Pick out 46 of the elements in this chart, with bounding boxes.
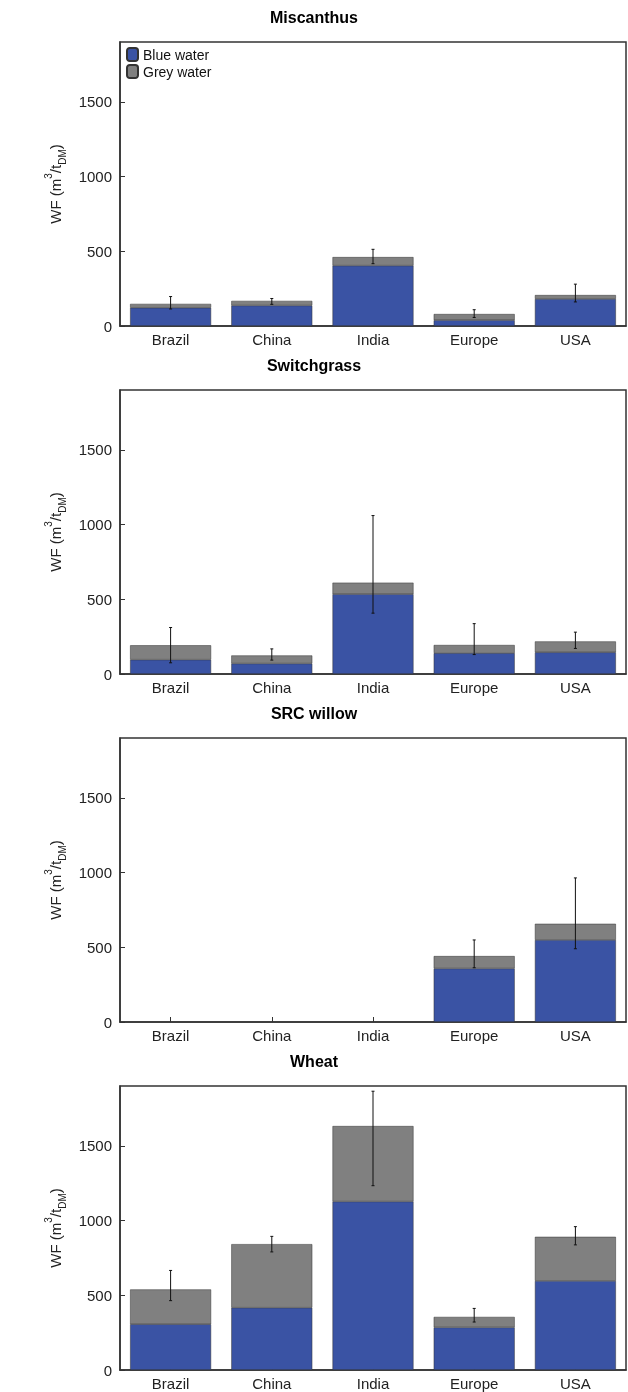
- x-tick-label: India: [356, 331, 390, 348]
- y-axis-title: WF (m3/tDM): [43, 144, 69, 224]
- x-tick-label: USA: [559, 331, 591, 348]
- chart-title: Miscanthus: [269, 8, 359, 26]
- y-axis-title: WF (m3/tDM): [43, 840, 69, 920]
- y-tick-label: 500: [86, 1286, 112, 1304]
- legend-label: Grey water: [143, 63, 212, 80]
- x-tick-label: India: [356, 679, 390, 696]
- x-tick-label: China: [252, 1375, 293, 1392]
- y-tick-label: 1000: [78, 516, 112, 534]
- x-tick-label: Europe: [450, 331, 499, 348]
- chart-title: Wheat: [290, 1052, 339, 1070]
- y-tick-label: 0: [103, 665, 112, 683]
- y-tick-label: 500: [86, 590, 112, 608]
- x-tick-label: USA: [559, 679, 591, 696]
- y-tick-label: 0: [103, 1013, 112, 1031]
- y-tick-label: 1500: [78, 441, 112, 459]
- x-tick-label: China: [252, 1027, 293, 1044]
- y-tick-label: 0: [103, 317, 112, 335]
- y-axis-title: WF (m3/tDM): [43, 492, 69, 572]
- x-tick-label: India: [356, 1027, 390, 1044]
- x-tick-label: Europe: [450, 1027, 499, 1044]
- x-tick-label: China: [252, 679, 293, 696]
- x-tick-label: Europe: [450, 679, 499, 696]
- x-tick-label: USA: [559, 1027, 591, 1044]
- y-tick-label: 1500: [78, 789, 112, 807]
- y-tick-label: 500: [86, 242, 112, 260]
- legend-label: Blue water: [143, 46, 210, 63]
- x-tick-label: India: [356, 1375, 390, 1392]
- y-tick-label: 500: [86, 938, 112, 956]
- x-tick-label: USA: [559, 1375, 591, 1392]
- y-tick-label: 1000: [78, 168, 112, 186]
- y-tick-label: 1000: [78, 1212, 112, 1230]
- y-tick-label: 1500: [78, 1137, 112, 1155]
- x-tick-label: Europe: [450, 1375, 499, 1392]
- x-tick-label: China: [252, 331, 293, 348]
- x-tick-label: Brazil: [151, 1375, 190, 1392]
- x-tick-label: Brazil: [151, 1027, 190, 1044]
- chart-title: SRC willow: [270, 704, 358, 722]
- y-axis-title: WF (m3/tDM): [43, 1188, 69, 1268]
- y-tick-label: 1500: [78, 93, 112, 111]
- x-tick-label: Brazil: [151, 331, 190, 348]
- x-tick-label: Brazil: [151, 679, 190, 696]
- chart-title: Switchgrass: [266, 356, 362, 374]
- y-tick-label: 0: [103, 1361, 112, 1379]
- y-tick-label: 1000: [78, 864, 112, 882]
